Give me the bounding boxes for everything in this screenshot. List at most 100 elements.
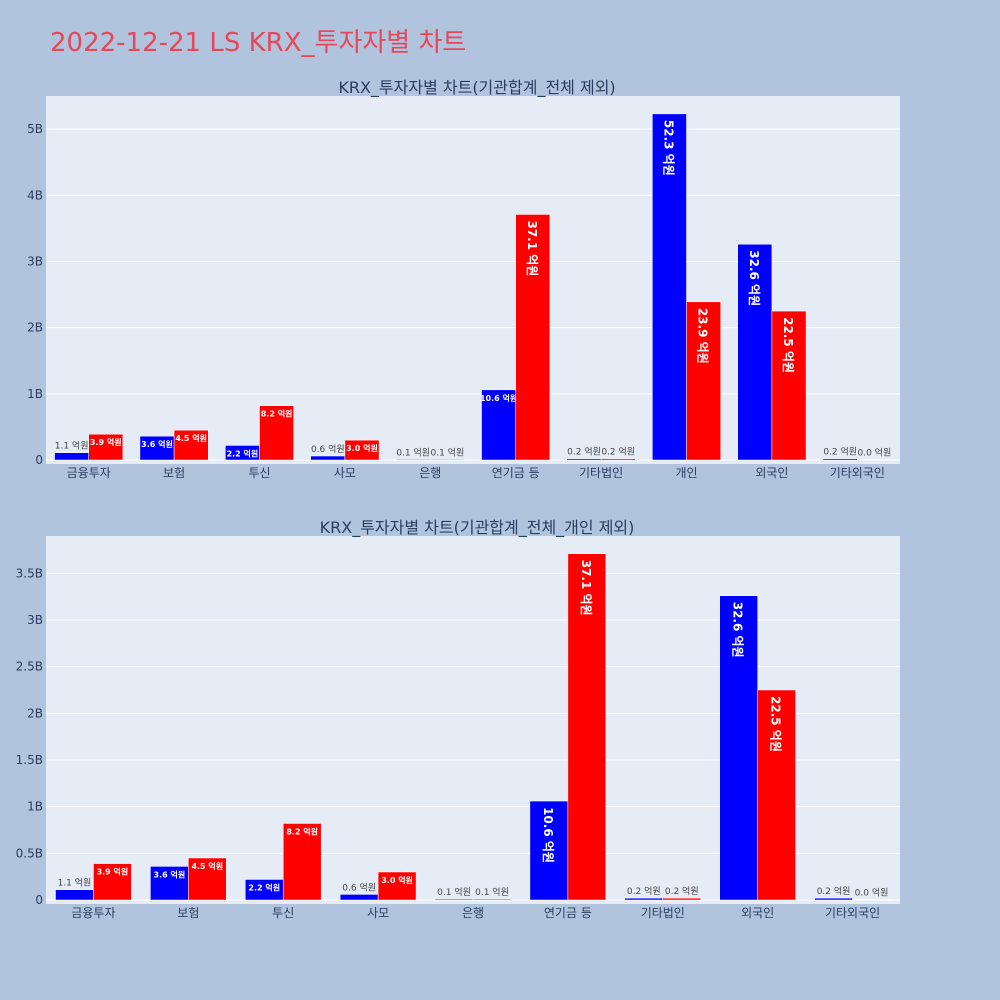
sell-bar [88,433,124,461]
sell-bar [188,857,227,901]
sell-bar [344,439,380,461]
bar-value-label: 0.0 억원 [858,447,892,459]
y-tick-label: 1B [27,387,43,401]
bar-value-label: 23.9 억원 [696,308,710,364]
bar-value-label: 0.2 억원 [567,446,601,458]
bar-value-label: 2.2 억원 [227,448,259,458]
y-tick-label: 3B [27,254,43,268]
y-tick-label: 2B [27,321,43,335]
buy-bar [566,458,602,461]
sell-bar [173,429,209,461]
y-tick-label: 4B [27,188,43,202]
x-tick-label: 보험 [163,466,185,480]
x-tick-label: 개인 [675,466,697,480]
bar-value-label: 2.2 억원 [248,882,280,892]
bar-value-label: 3.9 억원 [97,867,129,877]
bar-value-label: 0.1 억원 [437,886,471,898]
x-tick-label: 은행 [419,465,441,480]
bar-value-label: 0.6 억원 [342,881,376,893]
chart-2: KRX_투자자별 차트(기관합계_전체_개인 제외) 0 0.5B 1B 1.5B 2B 2… [16,518,900,920]
sell-bar [757,689,796,901]
buy-bar [737,243,773,461]
bar-value-label: 1.1 억원 [58,877,92,889]
sell-bar [93,863,132,901]
bar-value-label: 22.5 억원 [769,696,783,752]
x-tick-label: 보험 [177,906,199,920]
buy-bar [529,800,569,901]
bar-value-label: 3.6 억원 [154,869,186,879]
buy-bar [624,897,664,901]
buy-bar [310,455,346,461]
bar-value-label: 0.2 억원 [601,446,635,458]
y-tick-label: 2B [27,706,43,720]
sell-bar [259,405,294,461]
x-tick-label: 사모 [367,906,389,920]
sell-bar [771,310,807,461]
buy-bar [434,898,474,901]
sell-bar [852,899,891,901]
bar-value-label: 0.1 억원 [396,446,430,458]
chart-title: KRX_투자자별 차트(기관합계_전체 제외) [338,78,615,98]
x-tick-label: 금융투자 [67,466,111,480]
buy-bar [339,894,379,901]
x-tick-label: 사모 [334,466,356,480]
bar-value-label: 32.6 억원 [747,250,761,306]
bar-value-label: 0.2 억원 [823,446,857,458]
x-tick-label: 외국인 [741,906,774,920]
sell-bar [472,898,512,901]
y-tick-label: 1.5B [16,753,43,767]
x-tick-label: 기타법인 [579,466,623,480]
buy-bar [55,889,94,901]
bar-value-label: 37.1 억원 [579,560,593,616]
x-tick-label: 투신 [248,466,270,480]
sell-bar [282,823,322,901]
x-tick-label: 기타법인 [641,906,685,920]
buy-bar [719,595,758,901]
bar-value-label: 0.2 억원 [627,885,661,897]
bar-value-label: 3.6 억원 [141,439,173,449]
sell-bar [857,459,892,461]
bar-value-label: 8.2 억원 [286,826,318,836]
sell-bar [377,871,417,901]
bar-value-label: 10.6 억원 [541,807,555,863]
buy-bar [54,452,89,461]
bar-value-label: 3.0 억원 [381,875,413,885]
sell-bar [430,459,465,461]
bar-value-label: 52.3 억원 [661,120,675,176]
bar-value-label: 8.2 억원 [261,409,293,419]
bar-value-label: 32.6 억원 [731,602,745,658]
sell-bar [567,553,607,901]
sell-bar [515,214,551,461]
bar-value-label: 3.9 억원 [90,437,122,447]
y-tick-label: 0.5B [16,846,43,860]
buy-bar [150,866,189,901]
y-tick-label: 3.5B [16,566,43,580]
buy-bar [481,389,516,461]
y-tick-label: 0 [35,893,43,907]
bar-value-label: 37.1 억원 [525,220,539,276]
bar-value-label: 0.1 억원 [475,886,509,898]
bar-value-label: 0.6 억원 [311,443,345,455]
bar-value-label: 0.2 억원 [665,885,699,897]
bar-value-label: 10.6 억원 [480,393,517,403]
x-tick-label: 외국인 [755,466,788,480]
x-tick-label: 투신 [272,906,294,920]
y-tick-label: 5B [27,122,43,136]
buy-bar [822,458,858,461]
y-tick-label: 1B [27,800,43,814]
x-tick-label: 연기금 등 [492,466,540,480]
y-tick-label: 2.5B [16,660,43,674]
x-tick-label: 연기금 등 [544,906,592,920]
bar-value-label: 4.5 억원 [175,433,207,443]
bar-value-label: 1.1 억원 [55,440,89,452]
bar-value-label: 22.5 억원 [781,317,795,373]
x-tick-label: 기타외국인 [830,466,885,480]
sell-bar [662,897,701,901]
page-title: 2022-12-21 LS KRX_투자자별 차트 [50,28,467,58]
bar-value-label: 0.0 억원 [855,887,889,899]
sell-bar [686,301,721,461]
buy-bar [814,897,853,901]
chart-title: KRX_투자자별 차트(기관합계_전체_개인 제외) [320,518,635,538]
bar-value-label: 0.1 억원 [431,446,465,458]
x-tick-label: 금융투자 [71,906,115,920]
